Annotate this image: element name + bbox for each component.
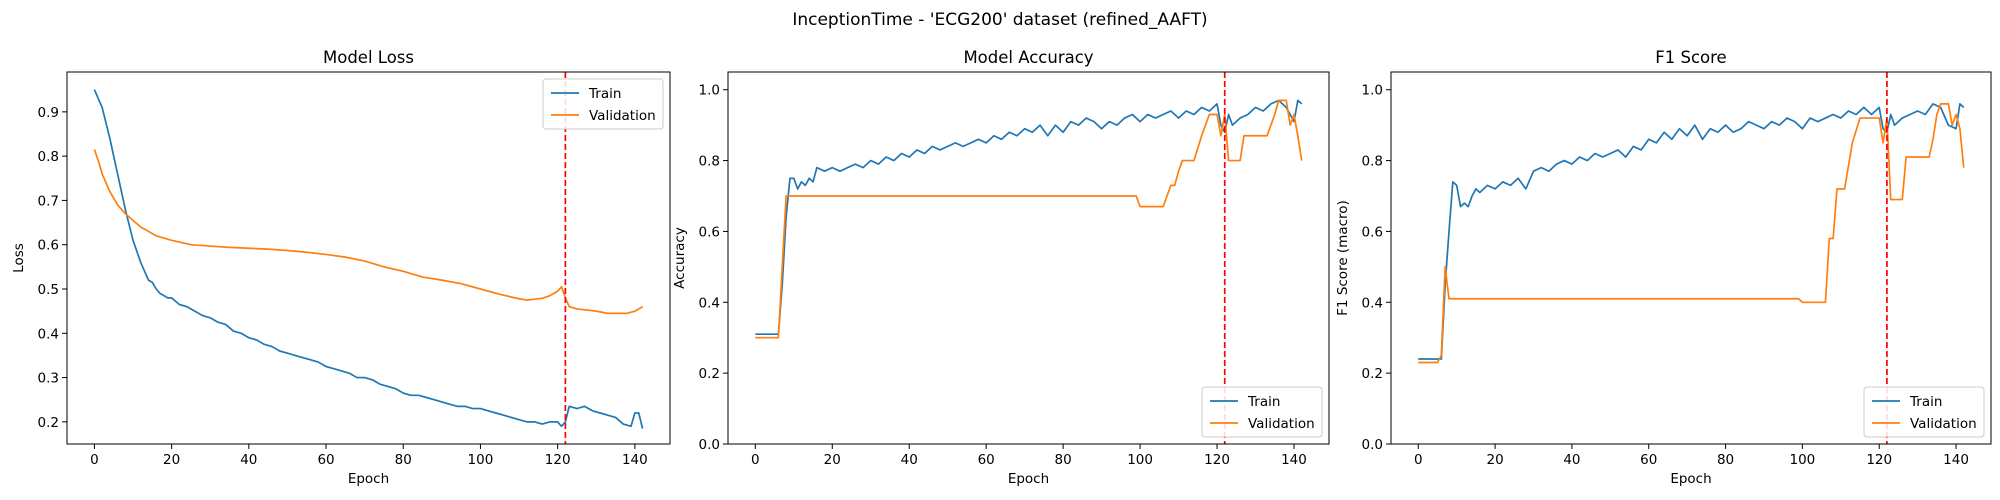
legend-label-validation: Validation — [1910, 416, 1977, 432]
chart-1: Model Loss 0 20 40 60 80 100 120 140 0.2 0.3 0.4 0.5… — [11, 48, 671, 487]
y-tick-label: 0.9 — [38, 105, 59, 121]
chart-title: F1 Score — [1655, 48, 1726, 67]
x-tick-label: 40 — [240, 452, 257, 468]
axes-frame — [1390, 71, 1992, 445]
y-tick-label: 0.8 — [699, 154, 720, 170]
x-tick-label: 120 — [1866, 452, 1892, 468]
legend: Train Validation — [1201, 386, 1323, 438]
y-tick-label: 0.2 — [699, 366, 720, 382]
x-tick-label: 0 — [751, 452, 760, 468]
x-tick-label: 100 — [468, 452, 494, 468]
y-tick-label: 0.2 — [38, 415, 59, 431]
plot-area — [755, 99, 1303, 339]
plot-area — [1418, 103, 1965, 364]
x-tick-label: 0 — [1414, 452, 1423, 468]
x-tick-label: 60 — [978, 452, 995, 468]
y-tick-label: 0.0 — [699, 437, 720, 453]
legend-label-validation: Validation — [589, 108, 656, 124]
y-tick-label: 0.8 — [38, 149, 59, 165]
legend-label-train: Train — [1909, 394, 1942, 410]
x-tick-label: 20 — [163, 452, 180, 468]
chart-title: Model Loss — [323, 48, 414, 67]
x-tick-label: 80 — [1717, 452, 1734, 468]
x-tick-label: 140 — [1943, 452, 1969, 468]
series-line-train — [93, 89, 644, 429]
legend-label-validation: Validation — [1248, 416, 1315, 432]
plot-area — [93, 89, 644, 429]
axes-layer: Model Loss 0 20 40 60 80 100 120 140 0.2 0.3 0.4 0.5… — [11, 48, 1992, 487]
x-tick-label: 100 — [1127, 452, 1153, 468]
legend-label-train: Train — [1247, 394, 1280, 410]
y-tick-label: 0.4 — [699, 295, 720, 311]
chart-title: Model Accuracy — [963, 48, 1093, 67]
series-line-train — [755, 99, 1303, 336]
y-tick-label: 0.4 — [1362, 295, 1383, 311]
series-line-validation — [93, 149, 644, 315]
x-tick-label: 80 — [395, 452, 412, 468]
series-line-validation — [1418, 103, 1965, 364]
y-tick-label: 1.0 — [1362, 83, 1383, 99]
legend-box — [542, 78, 664, 130]
x-tick-label: 140 — [1281, 452, 1307, 468]
chart-3: F1 Score 0 20 40 60 80 100 120 140 0.0 0.2 0.4 0.6 0.… — [1335, 48, 1992, 487]
x-tick-label: 40 — [901, 452, 918, 468]
y-tick-label: 0.3 — [38, 371, 59, 387]
figure-suptitle: InceptionTime - 'ECG200' dataset (refine… — [792, 10, 1207, 30]
x-tick-label: 60 — [1640, 452, 1657, 468]
x-tick-label: 40 — [1563, 452, 1580, 468]
x-tick-label: 80 — [1055, 452, 1072, 468]
y-tick-label: 0.0 — [1362, 437, 1383, 453]
series-line-train — [1418, 103, 1965, 360]
y-tick-label: 0.2 — [1362, 366, 1383, 382]
axes-frame — [727, 71, 1330, 445]
y-axis-label: Loss — [11, 243, 27, 273]
y-axis-label: F1 Score (macro) — [1335, 200, 1351, 316]
y-tick-label: 0.6 — [699, 224, 720, 240]
y-tick-label: 1.0 — [699, 83, 720, 99]
legend-box — [1201, 386, 1323, 438]
x-tick-label: 0 — [90, 452, 99, 468]
legend-box — [1863, 386, 1985, 438]
legend: Train Validation — [542, 78, 664, 130]
y-tick-label: 0.6 — [1362, 224, 1383, 240]
x-tick-label: 20 — [824, 452, 841, 468]
x-tick-label: 60 — [317, 452, 334, 468]
y-tick-label: 0.4 — [38, 326, 59, 342]
x-tick-label: 20 — [1487, 452, 1504, 468]
series-line-validation — [755, 99, 1303, 339]
x-tick-label: 100 — [1790, 452, 1816, 468]
x-axis-label: Epoch — [1670, 471, 1711, 487]
legend: Train Validation — [1863, 386, 1985, 438]
x-tick-label: 120 — [545, 452, 571, 468]
y-tick-label: 0.7 — [38, 193, 59, 209]
x-axis-label: Epoch — [1008, 471, 1049, 487]
y-tick-label: 0.6 — [38, 238, 59, 254]
chart-2: Model Accuracy 0 20 40 60 80 100 120 140 0.0 0.2 0.… — [672, 48, 1330, 487]
y-tick-label: 0.8 — [1362, 154, 1383, 170]
legend-label-train: Train — [588, 86, 621, 102]
x-tick-label: 120 — [1204, 452, 1230, 468]
x-axis-label: Epoch — [348, 471, 389, 487]
axes-frame — [66, 71, 671, 445]
y-tick-label: 0.5 — [38, 282, 59, 298]
y-axis-label: Accuracy — [672, 227, 688, 289]
x-tick-label: 140 — [622, 452, 648, 468]
